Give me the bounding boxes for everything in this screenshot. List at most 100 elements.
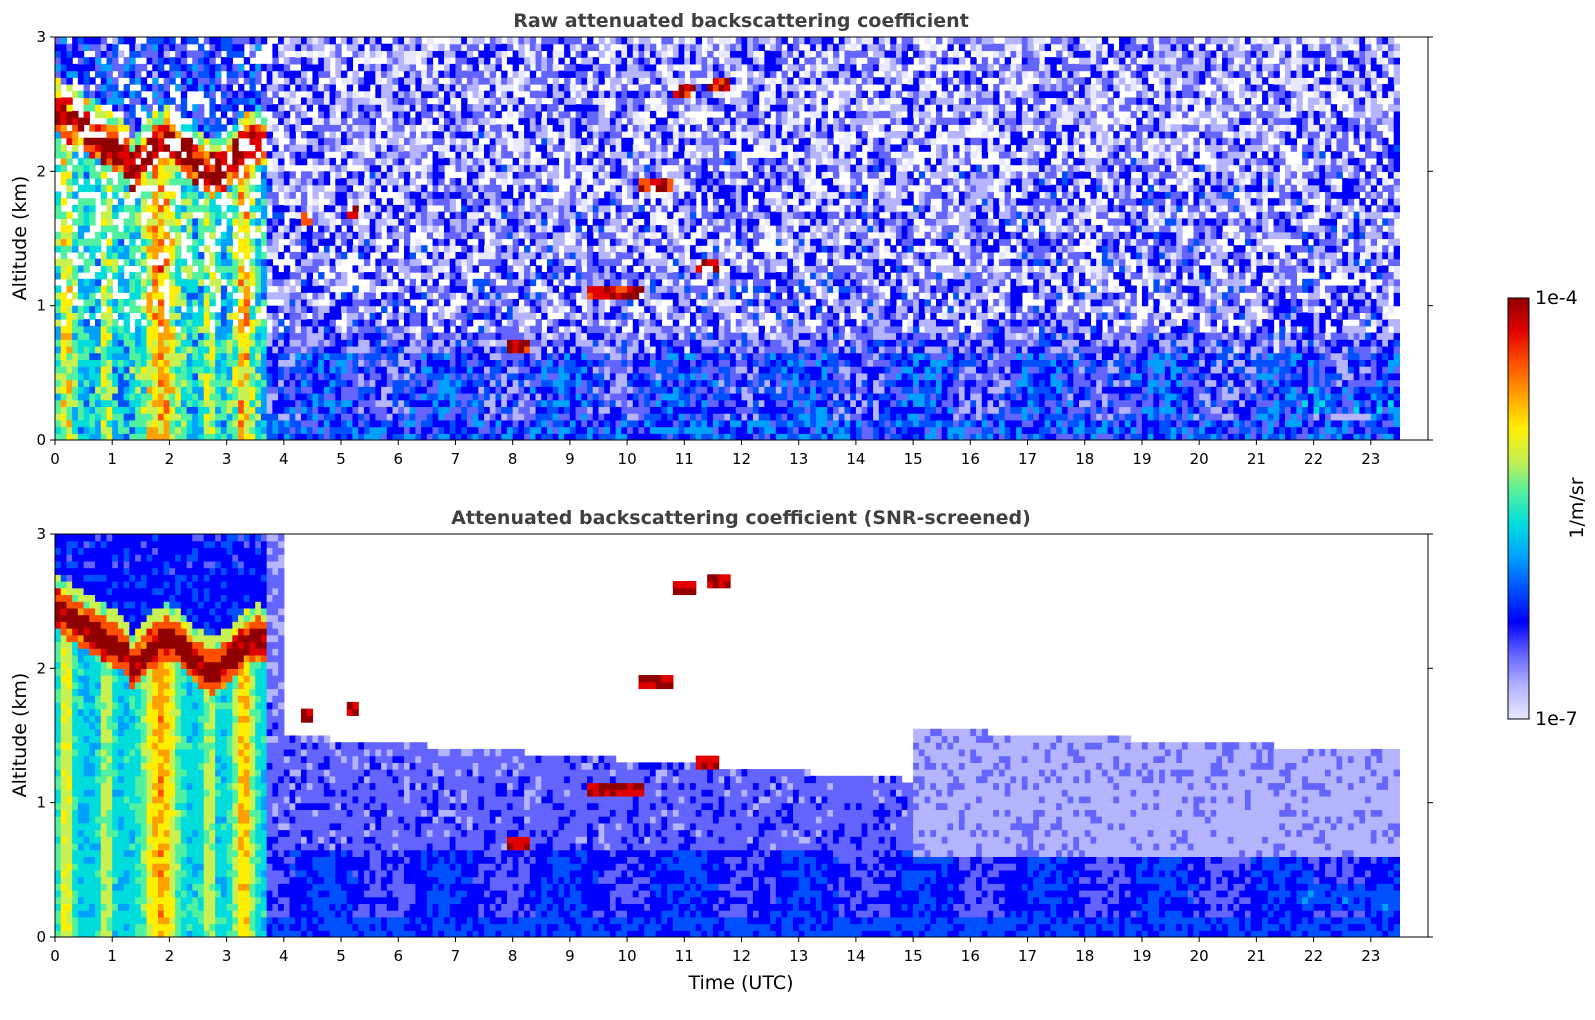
panel-raw-cell bbox=[352, 359, 359, 367]
panel-raw-cell bbox=[381, 178, 388, 186]
panel-raw-cell bbox=[506, 77, 514, 85]
panel-raw-cell bbox=[209, 70, 216, 78]
panel-raw-cell bbox=[175, 225, 182, 233]
panel-raw-cell bbox=[341, 198, 348, 206]
panel-raw-cell bbox=[306, 97, 314, 105]
panel-raw-cell bbox=[569, 198, 577, 206]
panel-raw-cell bbox=[392, 272, 399, 280]
panel-raw-cell bbox=[175, 231, 182, 240]
panel-raw-cell bbox=[455, 332, 462, 340]
panel-raw-cell bbox=[329, 157, 336, 166]
panel-raw-cell bbox=[152, 245, 159, 253]
panel-raw-cell bbox=[266, 198, 273, 206]
panel-raw-cell bbox=[83, 426, 90, 434]
panel-raw-cell bbox=[112, 157, 119, 166]
panel-raw-cell bbox=[501, 359, 508, 367]
panel-raw-cell bbox=[455, 37, 462, 45]
panel-raw-cell bbox=[289, 77, 296, 85]
panel-raw-cell bbox=[163, 366, 171, 374]
panel-raw-cell bbox=[163, 124, 171, 132]
panel-raw-cell bbox=[66, 104, 73, 112]
panel-raw-cell bbox=[455, 70, 462, 78]
panel-raw-cell bbox=[232, 204, 239, 213]
panel-raw-cell bbox=[163, 413, 171, 421]
panel-raw-cell bbox=[77, 406, 85, 414]
panel-raw-cell bbox=[77, 292, 85, 300]
panel-raw-cell bbox=[604, 63, 611, 72]
panel-raw-cell bbox=[398, 366, 405, 374]
panel-raw-cell bbox=[375, 144, 382, 152]
panel-raw-cell bbox=[60, 359, 68, 367]
panel-raw-cell bbox=[83, 305, 90, 313]
panel-raw-cell bbox=[581, 57, 588, 65]
panel-raw-cell bbox=[169, 70, 176, 78]
panel-raw-cell bbox=[157, 352, 165, 360]
panel-raw-cell bbox=[209, 77, 216, 85]
panel-raw-cell bbox=[180, 157, 188, 166]
panel-raw-cell bbox=[375, 386, 382, 394]
panel-raw-cell bbox=[369, 413, 376, 421]
panel-raw-cell bbox=[180, 392, 188, 401]
panel-raw-cell bbox=[238, 399, 245, 408]
panel-raw-cell bbox=[89, 211, 96, 219]
panel-raw-cell bbox=[415, 339, 422, 347]
panel-raw-cell bbox=[117, 144, 125, 152]
panel-raw-cell bbox=[375, 198, 382, 206]
panel-raw-cell bbox=[289, 104, 296, 112]
panel-raw-cell bbox=[552, 218, 560, 226]
panel-raw-cell bbox=[140, 178, 148, 186]
panel-raw-cell bbox=[495, 211, 502, 219]
panel-raw-cell bbox=[312, 57, 319, 65]
panel-raw-cell bbox=[455, 124, 462, 132]
panel-raw-cell bbox=[226, 50, 233, 58]
panel-raw-cell bbox=[461, 359, 468, 367]
panel-raw-cell bbox=[289, 137, 296, 146]
panel-raw-cell bbox=[415, 204, 422, 213]
panel-raw-cell bbox=[295, 50, 302, 58]
panel-raw-cell bbox=[129, 433, 136, 440]
panel-raw-cell bbox=[592, 178, 600, 186]
panel-raw-cell bbox=[512, 272, 519, 280]
panel-raw-cell bbox=[272, 110, 279, 119]
panel-raw-cell bbox=[489, 43, 497, 52]
panel-raw-cell bbox=[175, 406, 182, 414]
panel-raw-cell bbox=[329, 37, 336, 45]
panel-raw-cell bbox=[615, 345, 622, 354]
panel-raw-cell bbox=[592, 117, 600, 125]
panel-raw-cell bbox=[55, 104, 62, 112]
panel-raw-cell bbox=[335, 386, 342, 394]
panel-raw-cell bbox=[506, 345, 514, 354]
panel-raw-cell bbox=[289, 406, 296, 414]
panel-raw-cell bbox=[77, 124, 85, 132]
panel-raw-cell bbox=[369, 97, 376, 105]
panel-raw-cell bbox=[587, 204, 594, 213]
panel-raw-cell bbox=[461, 124, 468, 132]
panel-raw-cell bbox=[77, 198, 85, 206]
panel-raw-cell bbox=[535, 379, 542, 387]
panel-raw-cell bbox=[609, 305, 617, 313]
panel-raw-cell bbox=[587, 386, 594, 394]
panel-raw-cell bbox=[627, 57, 634, 65]
panel-raw-cell bbox=[369, 245, 376, 253]
panel-raw-cell bbox=[157, 339, 165, 347]
panel-raw-cell bbox=[249, 399, 256, 408]
panel-raw-cell bbox=[55, 285, 62, 293]
panel-raw-cell bbox=[489, 238, 497, 246]
panel-raw-cell bbox=[495, 312, 502, 320]
panel-raw-cell bbox=[524, 157, 531, 166]
panel-raw-cell bbox=[60, 245, 68, 253]
panel-raw-cell bbox=[55, 433, 62, 440]
panel-raw-cell bbox=[89, 204, 96, 213]
panel-raw-cell bbox=[587, 265, 594, 273]
panel-raw-cell bbox=[381, 419, 388, 428]
panel-raw-cell bbox=[209, 258, 216, 266]
panel-raw-cell bbox=[77, 332, 85, 340]
panel-raw-cell bbox=[278, 184, 285, 193]
panel-raw-cell bbox=[558, 198, 565, 206]
panel-raw-cell bbox=[301, 359, 308, 367]
panel-raw-cell bbox=[569, 366, 577, 374]
panel-raw-cell bbox=[432, 285, 439, 293]
panel-raw-cell bbox=[209, 124, 216, 132]
panel-raw-cell bbox=[421, 265, 428, 273]
panel-raw-cell bbox=[83, 178, 90, 186]
